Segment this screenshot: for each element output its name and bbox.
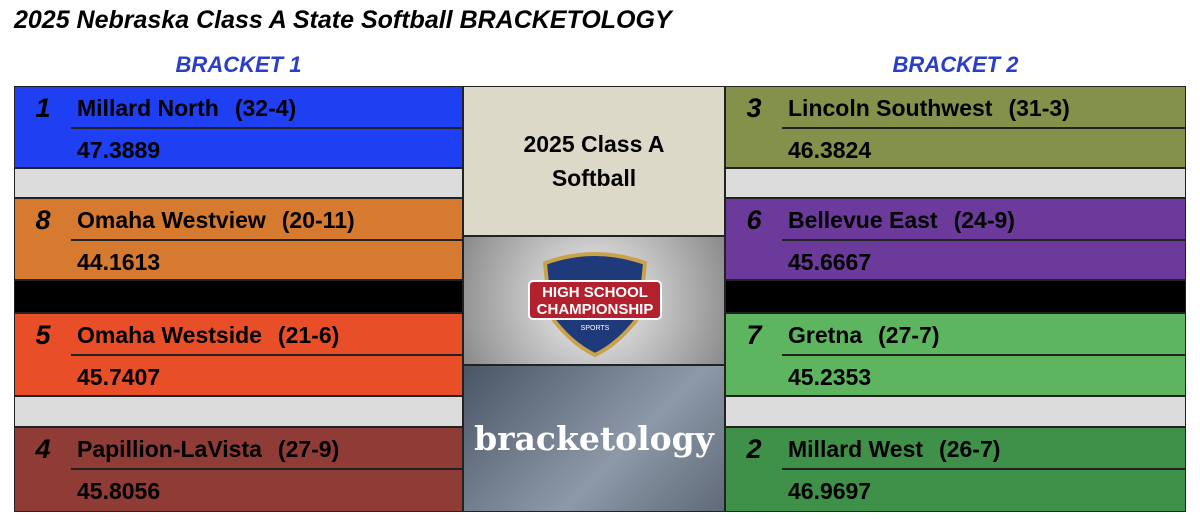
team-box: 3 Lincoln Southwest (31-3) 46.3824 <box>725 86 1186 168</box>
team-name-text: Bellevue East <box>788 207 938 233</box>
separator <box>725 396 1186 427</box>
team-name: Papillion-LaVista (27-9) <box>77 436 339 463</box>
logo-panel: HIGH SCHOOL CHAMPIONSHIP SPORTS <box>463 236 725 365</box>
team-name: Millard West (26-7) <box>788 436 1000 463</box>
team-record: (26-7) <box>939 436 1001 462</box>
separator <box>14 168 463 198</box>
separator <box>14 396 463 427</box>
team-name: Omaha Westview (20-11) <box>77 207 355 234</box>
team-box: 7 Gretna (27-7) 45.2353 <box>725 313 1186 396</box>
team-rating: 45.7407 <box>77 364 161 390</box>
center-title: 2025 Class A Softball <box>523 131 665 191</box>
team-record: (31-3) <box>1008 95 1070 121</box>
seed: 2 <box>746 434 762 464</box>
team-name-text: Omaha Westview <box>77 207 266 233</box>
team-record: (20-11) <box>281 207 355 233</box>
divider <box>71 468 462 470</box>
team-name-text: Omaha Westside <box>77 322 262 348</box>
team-name: Omaha Westside (21-6) <box>77 322 339 349</box>
seed: 5 <box>35 320 51 350</box>
team-name: Millard North (32-4) <box>77 95 296 122</box>
team-box: 2 Millard West (26-7) 46.9697 <box>725 427 1186 512</box>
seed: 7 <box>746 320 762 350</box>
team-box: 5 Omaha Westside (21-6) 45.7407 <box>14 313 463 396</box>
divider <box>71 354 462 356</box>
team-rating: 45.2353 <box>788 364 872 390</box>
team-name: Bellevue East (24-9) <box>788 207 1015 234</box>
logo-shield <box>528 252 662 358</box>
logo-text: HIGH SCHOOL CHAMPIONSHIP <box>536 284 654 318</box>
team-name-text: Millard West <box>788 436 924 462</box>
seed: 3 <box>746 93 762 123</box>
divider <box>782 239 1185 241</box>
separator <box>725 280 1186 313</box>
team-rating: 46.3824 <box>788 137 872 163</box>
team-name-text: Lincoln Southwest <box>788 95 993 121</box>
team-box: 6 Bellevue East (24-9) 45.6667 <box>725 198 1186 280</box>
bracket-label: BRACKET 1 <box>175 52 302 77</box>
separator <box>14 280 463 313</box>
team-rating: 47.3889 <box>77 137 161 163</box>
team-record: (27-9) <box>277 436 340 462</box>
seed: 1 <box>35 93 51 123</box>
team-name-text: Papillion-LaVista <box>77 436 262 462</box>
team-box: 4 Papillion-LaVista (27-9) 45.8056 <box>14 427 463 512</box>
bracketology-image: bracketology <box>463 365 725 512</box>
page-title: 2025 Nebraska Class A State Softball BRA… <box>14 6 672 34</box>
team-rating: 45.8056 <box>77 478 161 504</box>
team-record: (24-9) <box>953 207 1015 233</box>
team-box: 1 Millard North (32-4) 47.3889 <box>14 86 463 168</box>
divider <box>782 354 1185 356</box>
divider <box>782 468 1185 470</box>
team-rating: 46.9697 <box>788 478 872 504</box>
team-box: 8 Omaha Westview (20-11) 44.1613 <box>14 198 463 280</box>
team-record: (32-4) <box>234 95 297 121</box>
logo-sub: SPORTS <box>580 325 610 332</box>
center-title-box: 2025 Class A Softball <box>463 86 725 236</box>
team-rating: 45.6667 <box>788 249 872 275</box>
bracket-label: BRACKET 2 <box>892 52 1019 77</box>
separator <box>725 168 1186 198</box>
divider <box>782 127 1185 129</box>
team-name: Gretna (27-7) <box>788 322 940 349</box>
team-name-text: Millard North <box>77 95 219 121</box>
image-text: bracketology <box>474 419 714 458</box>
divider <box>71 239 462 241</box>
seed: 4 <box>35 434 51 464</box>
team-name-text: Gretna <box>788 322 863 348</box>
team-record: (27-7) <box>878 322 940 348</box>
divider <box>71 127 462 129</box>
seed: 6 <box>746 205 762 235</box>
team-rating: 44.1613 <box>77 249 161 275</box>
seed: 8 <box>35 205 51 235</box>
team-name: Lincoln Southwest (31-3) <box>788 95 1070 122</box>
team-record: (21-6) <box>277 322 340 348</box>
